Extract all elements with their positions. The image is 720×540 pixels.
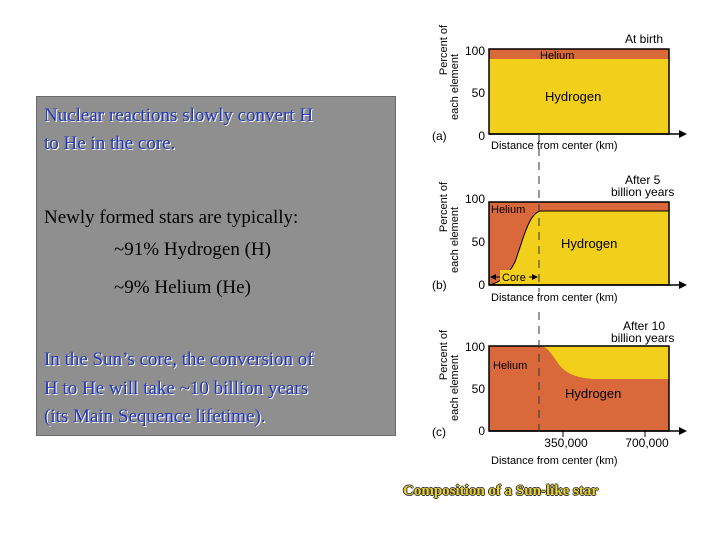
panel-c-x-tick-1: 350,000: [544, 436, 588, 450]
panel-b-time-line2: billion years: [611, 185, 674, 199]
composition-svg: At birth Percent of each element Helium …: [432, 24, 687, 467]
panel-c-ylabel-1: Percent of: [438, 329, 450, 380]
panel-a-tick-100: 100: [465, 44, 485, 58]
panel-b-hydrogen-label: Hydrogen: [561, 236, 617, 251]
panel-a-ylabel-1: Percent of: [438, 24, 450, 75]
panel-c-ylabel-2: each element: [449, 355, 461, 421]
panel-b-tick-100: 100: [465, 192, 485, 206]
text-line-timescale: H to He will take ~10 billion years: [44, 378, 309, 399]
panel-c: After 10 billion years Percent of each e…: [432, 312, 687, 467]
panel-c-x-tick-2: 700,000: [625, 436, 669, 450]
panel-c-helium-region: [489, 346, 669, 431]
panel-a-arrowhead: [679, 130, 687, 138]
panel-b-ylabel-1: Percent of: [438, 181, 450, 232]
panel-c-tick-0: 0: [478, 424, 485, 438]
summary-text-box: Nuclear reactions slowly convert H to He…: [36, 96, 396, 436]
text-line-helium: ~9% Helium (He): [114, 277, 251, 298]
panel-c-time-line1: After 10: [623, 319, 665, 333]
panel-b-core-label-bg: [500, 270, 529, 283]
text-line-newly-formed: Newly formed stars are typically:: [44, 207, 299, 228]
panel-b-ylabel-2: each element: [449, 207, 461, 273]
panel-c-arrowhead: [679, 427, 687, 435]
panel-a-time-line1: At birth: [625, 32, 663, 46]
panel-a-hydrogen-area: [489, 49, 669, 134]
text-line-reactions: Nuclear reactions slowly convert H: [44, 105, 314, 126]
panel-c-x-label: Distance from center (km): [491, 455, 618, 467]
panel-c-time-line2: billion years: [611, 331, 674, 345]
panel-b-tick-0: 0: [478, 278, 485, 292]
panel-b-time-line1: After 5: [625, 173, 661, 187]
panel-c-letter: (c): [432, 425, 446, 439]
panel-a-tick-0: 0: [478, 129, 485, 143]
panel-c-tick-100: 100: [465, 340, 485, 354]
panel-b-x-label: Distance from center (km): [491, 292, 618, 304]
figure-caption: Composition of a Sun-like star: [403, 483, 599, 499]
panel-a-ylabel-2: each element: [449, 54, 461, 120]
panel-b-tick-50: 50: [472, 235, 486, 249]
panel-b-core-arrow-left: [490, 274, 496, 280]
panel-b-core-arrow-right: [532, 274, 538, 280]
panel-b-boundary-curve: [488, 210, 669, 286]
panel-a-helium-label: Helium: [540, 50, 574, 62]
panel-b-arrowhead: [679, 281, 687, 289]
panel-b: After 5 billion years Percent of each el…: [432, 162, 687, 304]
panel-b-helium-area: [489, 202, 669, 285]
panel-c-hydrogen-label: Hydrogen: [565, 386, 621, 401]
panel-a-letter: (a): [432, 129, 447, 143]
panel-b-letter: (b): [432, 278, 447, 292]
panel-a-tick-50: 50: [472, 86, 486, 100]
text-line-conversion: In the Sun’s core, the conversion of: [44, 349, 314, 370]
panel-c-hydrogen-region: [489, 346, 669, 379]
text-line-core: to He in the core.: [44, 133, 176, 154]
panel-b-core-label: Core: [502, 272, 526, 284]
panel-c-helium-label: Helium: [493, 360, 527, 372]
panel-a-hydrogen-label: Hydrogen: [545, 89, 601, 104]
text-line-lifetime: (its Main Sequence lifetime).: [44, 406, 266, 427]
panel-a: At birth Percent of each element Helium …: [432, 24, 687, 152]
panel-b-helium-label: Helium: [491, 204, 525, 216]
panel-c-tick-50: 50: [472, 382, 486, 396]
text-line-hydrogen: ~91% Hydrogen (H): [114, 239, 271, 260]
composition-figure: At birth Percent of each element Helium …: [423, 12, 690, 484]
panel-a-x-label: Distance from center (km): [491, 140, 618, 152]
panel-a-helium-band: [489, 49, 669, 59]
